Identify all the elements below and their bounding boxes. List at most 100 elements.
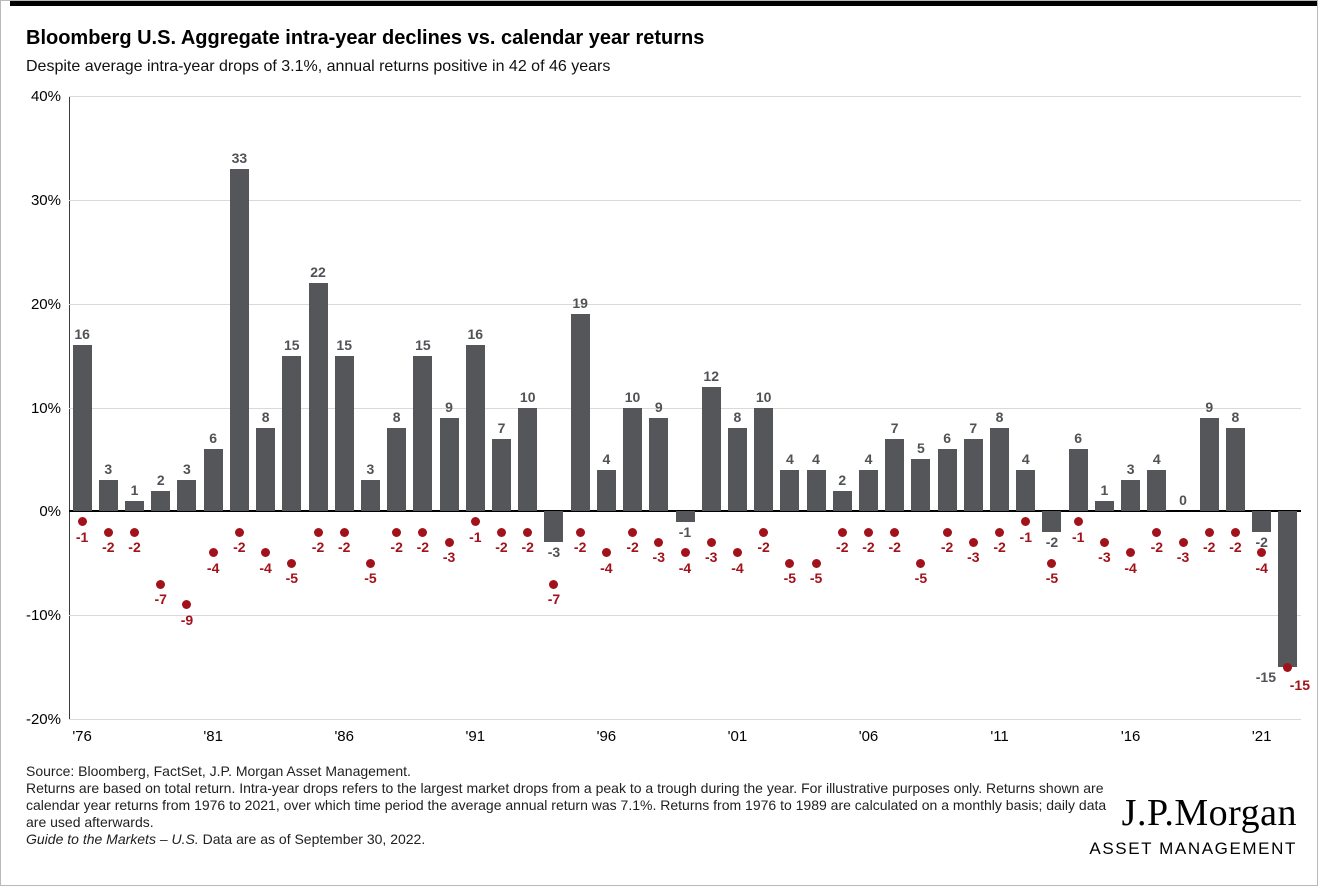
decline-dot <box>1178 537 1188 547</box>
jpmorgan-wordmark: J.P.Morgan <box>1121 792 1297 834</box>
decline-value-label: -4 <box>1255 559 1268 576</box>
gtm-line: Guide to the Markets – U.S. Data are as … <box>26 831 1114 848</box>
decline-value-label: -4 <box>259 559 272 576</box>
y-tick-label: -20% <box>25 711 61 728</box>
return-value-label: 3 <box>183 461 191 478</box>
return-bar <box>387 428 407 512</box>
decline-dot <box>130 527 140 537</box>
decline-value-label: -2 <box>862 539 875 556</box>
return-bar <box>518 407 538 512</box>
return-value-label: 6 <box>943 430 952 447</box>
return-value-label: -2 <box>1255 534 1268 551</box>
return-bar <box>1199 417 1219 512</box>
return-value-label: 10 <box>519 388 536 405</box>
decline-dot <box>77 517 87 527</box>
decline-value-label: -2 <box>573 539 587 556</box>
y-tick-label: 40% <box>30 88 61 105</box>
gridline <box>69 96 1301 97</box>
decline-dot <box>759 527 769 537</box>
return-bar <box>256 428 276 512</box>
decline-value-label: -4 <box>678 559 692 576</box>
decline-value-label: -4 <box>1124 559 1137 576</box>
return-value-label: 15 <box>415 336 431 353</box>
return-bar <box>465 345 485 512</box>
return-bar <box>990 428 1010 512</box>
decline-dot <box>654 537 664 547</box>
return-bar <box>177 480 197 512</box>
return-value-label: 9 <box>654 398 663 415</box>
decline-value-label: -3 <box>442 549 456 566</box>
decline-value-label: -2 <box>416 539 430 556</box>
return-value-label: 7 <box>969 419 978 436</box>
decline-dot <box>995 527 1005 537</box>
decline-value-label: -2 <box>940 539 954 556</box>
return-value-label: 19 <box>572 295 588 312</box>
return-bar <box>203 449 223 512</box>
decline-value-label: -4 <box>731 559 744 576</box>
page-title: Bloomberg U.S. Aggregate intra-year decl… <box>26 27 705 49</box>
gridline <box>69 407 1301 409</box>
decline-dot <box>575 527 585 537</box>
decline-dot <box>392 527 402 537</box>
decline-value-label: -9 <box>180 611 194 628</box>
decline-dot <box>837 527 847 537</box>
decline-value-label: -1 <box>1071 528 1085 545</box>
y-tick-label: -10% <box>25 607 61 625</box>
top-divider-rule <box>10 1 1317 6</box>
decline-dot <box>1283 662 1293 672</box>
return-value-label: 9 <box>445 398 453 415</box>
decline-value-label: -2 <box>495 539 508 556</box>
return-bar <box>649 417 669 512</box>
decline-value-label: -3 <box>1176 549 1190 566</box>
return-value-label: 16 <box>74 326 90 343</box>
return-bar <box>1121 480 1141 512</box>
decline-dot <box>863 527 873 537</box>
return-bar <box>1252 511 1272 533</box>
gridline <box>69 719 1301 720</box>
return-bar <box>334 355 354 512</box>
as-of-date: Data are as of September 30, 2022. <box>198 831 426 847</box>
decline-value-label: -5 <box>809 570 823 587</box>
return-bar <box>1094 500 1114 512</box>
return-value-label: 12 <box>703 367 719 384</box>
x-tick-label: '01 <box>727 728 748 745</box>
decline-dot <box>1126 548 1136 558</box>
x-tick-label: '86 <box>334 728 354 745</box>
decline-value-label: -2 <box>836 539 849 556</box>
return-value-label: 5 <box>917 440 925 457</box>
decline-value-label: -5 <box>364 570 377 587</box>
x-tick-label: '16 <box>1120 728 1141 745</box>
decline-dot <box>365 558 375 568</box>
decline-dot <box>208 548 218 558</box>
return-value-label: 6 <box>1074 430 1083 447</box>
return-value-label: 22 <box>310 263 326 280</box>
decline-dot <box>418 527 428 537</box>
return-bar <box>623 407 643 512</box>
decline-value-label: -2 <box>128 539 141 556</box>
decline-value-label: -2 <box>390 539 403 556</box>
return-value-label: 7 <box>497 419 506 436</box>
return-bar <box>885 438 905 512</box>
return-bar <box>963 438 983 512</box>
return-bar <box>727 428 747 512</box>
return-bar <box>413 355 433 512</box>
decline-dot <box>103 527 113 537</box>
return-bar <box>832 490 852 512</box>
decline-value-label: -7 <box>154 591 167 608</box>
return-value-label: 1 <box>1100 481 1109 498</box>
decline-value-label: -2 <box>626 539 639 556</box>
x-tick-label: '96 <box>596 728 617 745</box>
return-value-label: 16 <box>467 326 484 343</box>
return-value-label: -1 <box>678 523 692 540</box>
return-bar <box>360 480 380 512</box>
return-value-label: 7 <box>890 419 899 436</box>
decline-value-label: -3 <box>967 549 980 566</box>
decline-dot <box>968 537 978 547</box>
decline-dot <box>234 527 244 537</box>
plot-area: 16 -1 3 -2 1 -2 2 -7 3 -9 6 -4 33 -2 8 -4 15 -5 22 -2 15 -2 3-… <box>69 96 1310 720</box>
decline-value-label: -2 <box>1203 539 1216 556</box>
return-bar <box>229 168 249 512</box>
return-value-label: 9 <box>1205 398 1214 415</box>
return-bar <box>544 511 564 543</box>
return-bar <box>492 438 511 512</box>
